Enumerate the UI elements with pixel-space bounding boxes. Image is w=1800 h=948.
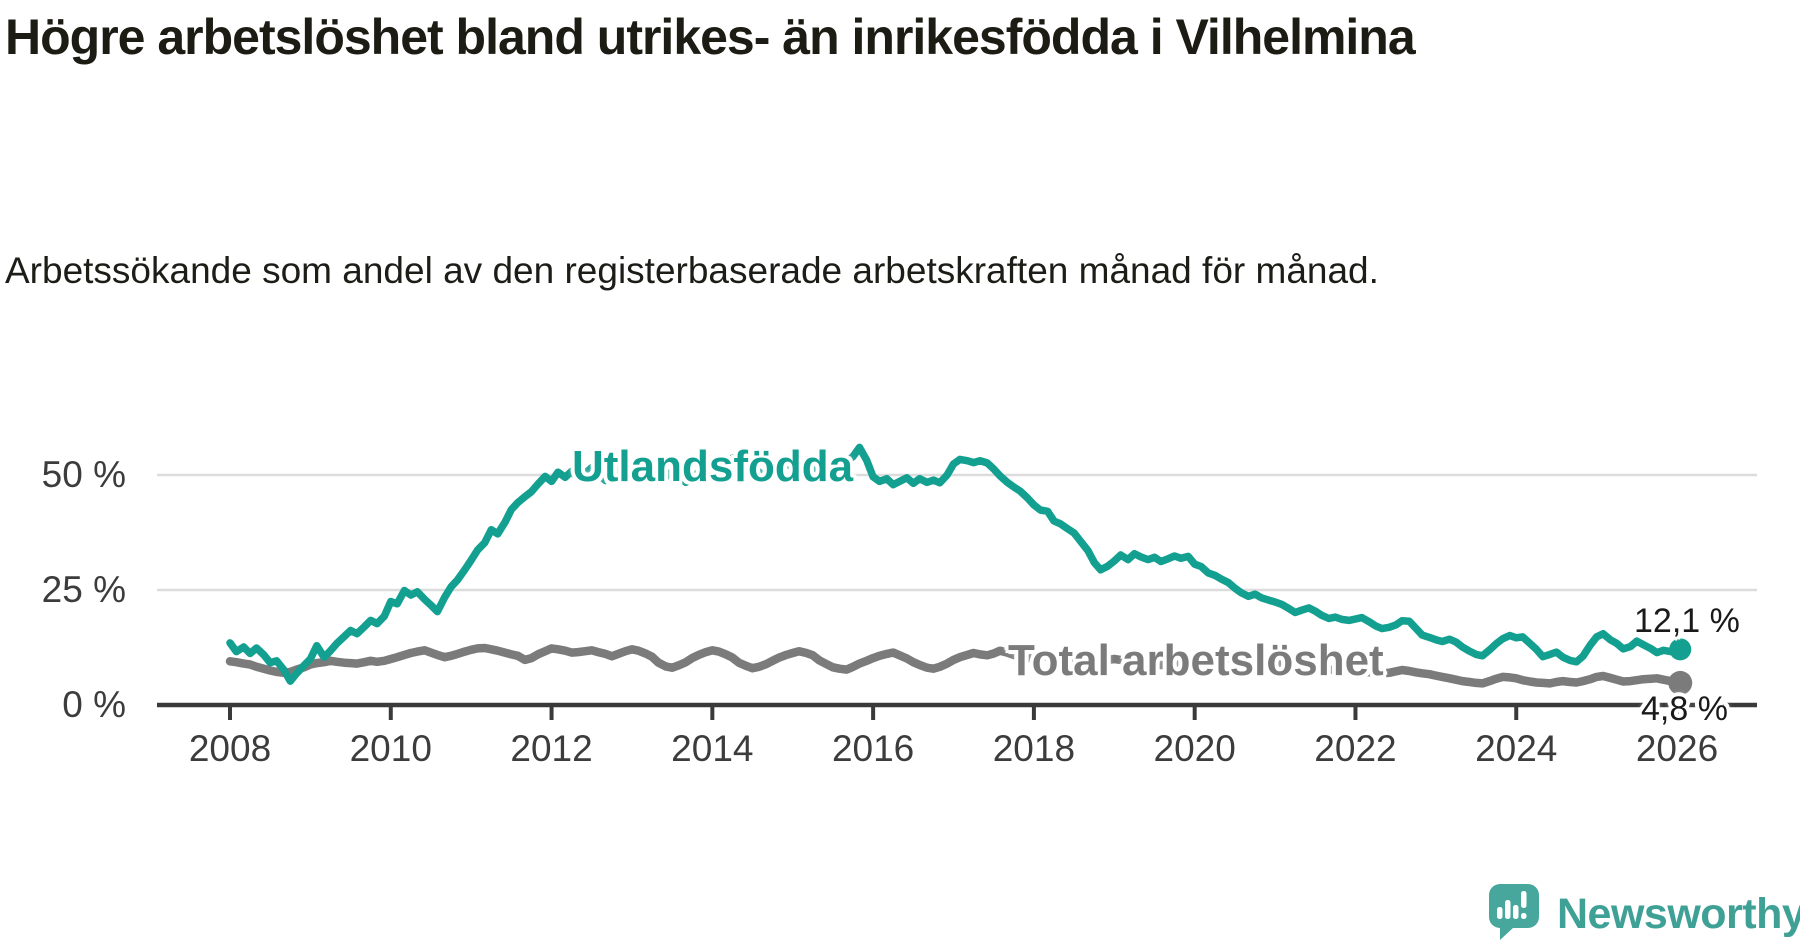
y-tick-label: 25 % xyxy=(41,569,126,610)
x-tick-label: 2016 xyxy=(831,728,915,769)
y-tick-label: 50 % xyxy=(41,454,126,495)
x-tick-label: 2010 xyxy=(349,728,432,769)
x-tick-label: 2022 xyxy=(1314,728,1397,769)
x-tick-label: 2018 xyxy=(992,728,1076,769)
newsworthy-wordmark: Newsworthy xyxy=(1557,890,1800,938)
end-dot-utlandsfodda xyxy=(1669,638,1692,661)
x-tick-label: 2020 xyxy=(1153,728,1236,769)
series-label-utlandsfodda: Utlandsfödda xyxy=(572,442,854,491)
newsworthy-logo-icon xyxy=(1489,884,1539,940)
y-tick-label: 0 % xyxy=(62,684,126,725)
x-tick-label: 2024 xyxy=(1475,728,1558,769)
chart-subtitle: Arbetssökande som andel av den registerb… xyxy=(5,250,1379,291)
newsworthy-branding: Newsworthy xyxy=(1489,884,1800,940)
end-value-label-utlandsfodda: 12,1 % xyxy=(1634,602,1740,640)
line-total-arbetsloshet xyxy=(225,643,1685,688)
x-tick-label: 2008 xyxy=(188,728,272,769)
end-value-label-total: 4,8 % xyxy=(1641,690,1728,728)
chart-title: Högre arbetslöshet bland utrikes- än inr… xyxy=(5,9,1416,65)
x-tick-label: 2012 xyxy=(510,728,593,769)
series-label-total-arbetsloshet: Total arbetslöshet xyxy=(1008,636,1384,685)
line-utlandsfodda xyxy=(226,443,1684,685)
end-dot-total-arbetsloshet xyxy=(1668,670,1693,695)
x-tick-label: 2026 xyxy=(1635,728,1719,769)
x-tick-label: 2014 xyxy=(671,728,754,769)
